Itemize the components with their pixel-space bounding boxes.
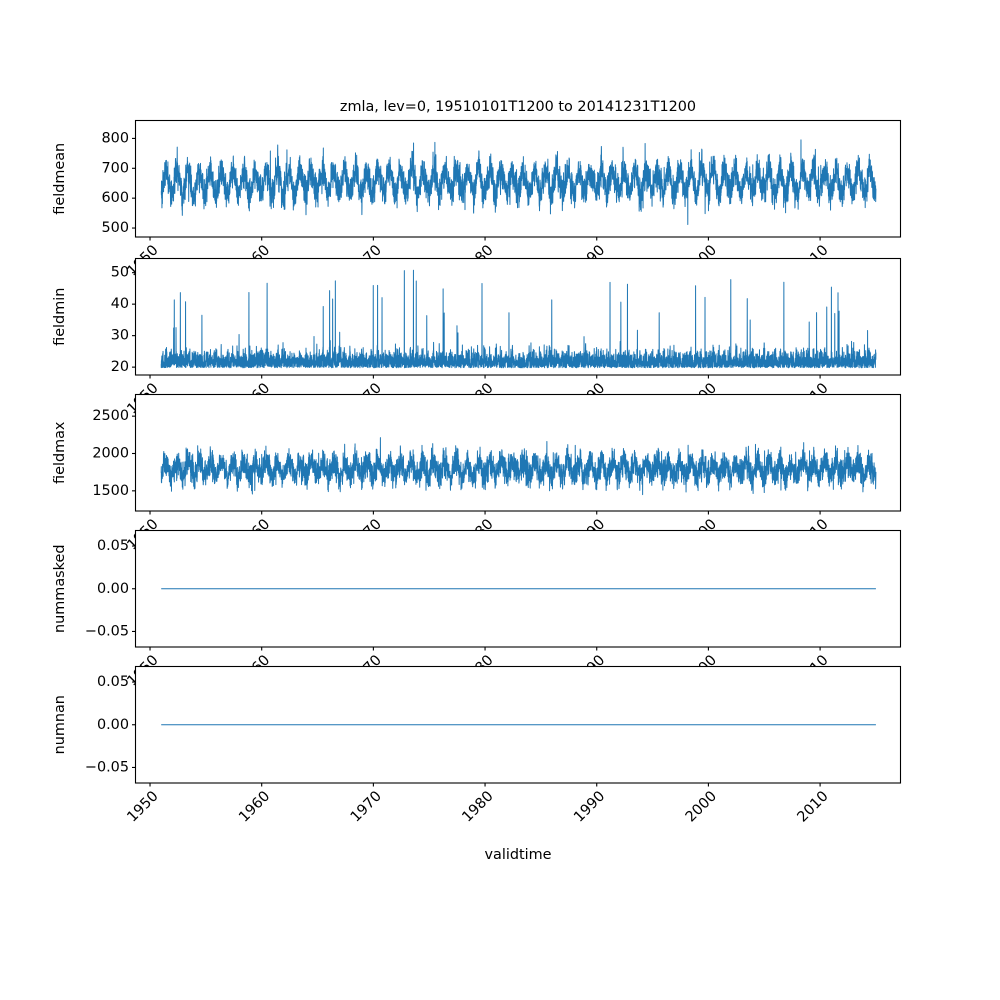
ytick-label: 0.00 [97, 581, 129, 597]
xtick-label: 1980 [459, 788, 496, 825]
axes-panel-fieldmean: 5006007008001950196019701980199020002010… [52, 119, 902, 280]
ytick-label: 0.00 [97, 717, 129, 733]
plot-background [135, 394, 901, 511]
ytick-label: 1500 [92, 483, 129, 499]
ylabel-fieldmean: fieldmean [52, 143, 68, 215]
ytick-label: 2000 [92, 445, 129, 461]
ytick-label: 0.05 [97, 538, 129, 554]
ytick-label: 20 [111, 359, 129, 375]
ylabel-fieldmin: fieldmin [52, 288, 68, 346]
ytick-label: 40 [111, 296, 129, 312]
xtick-label: 1960 [236, 788, 273, 825]
ytick-label: 800 [102, 130, 129, 146]
ytick-label: −0.05 [85, 759, 129, 775]
xtick-label: 2010 [794, 788, 831, 825]
data-line-fieldmin [160, 269, 877, 369]
ytick-label: 2500 [92, 408, 129, 424]
axes-panel-numnan: 0.05 0.00 −0.05 1950 1960 1970 1980 1990 2000 201… [52, 665, 902, 826]
axes-spines [134, 529, 902, 648]
ytick-label: 600 [102, 190, 129, 206]
axes-panel-fieldmin: 203040501950196019701980199020002010fiel… [52, 257, 902, 418]
axes-spines [134, 665, 902, 784]
data-line-fieldmax [160, 437, 877, 496]
xtick-label: 1970 [348, 788, 385, 825]
axes-panel-nummasked: 0.050.00−0.05195019601970198019902000201… [52, 529, 902, 690]
ytick-label: 50 [111, 265, 129, 281]
figure-title: zmla, lev=0, 19510101T1200 to 20141231T1… [340, 99, 696, 115]
xtick-label: 2000 [683, 788, 720, 825]
ytick-label: 700 [102, 160, 129, 176]
axes-spines [134, 257, 902, 376]
ylabel-nummasked: nummasked [52, 545, 68, 633]
ytick-label: 0.05 [97, 674, 129, 690]
axes-spines [134, 119, 902, 238]
axes-spines [134, 393, 902, 512]
ytick-label: −0.05 [85, 623, 129, 639]
ylabel-numnan: numnan [52, 695, 68, 754]
xtick-label: 1950 [124, 788, 161, 825]
xtick-label: 1990 [571, 788, 608, 825]
axes-panel-fieldmax: 1500200025001950196019701980199020002010… [52, 393, 902, 554]
ytick-label: 500 [102, 220, 129, 236]
ytick-label: 30 [111, 328, 129, 344]
data-line-fieldmean [160, 139, 877, 225]
xlabel: validtime [485, 847, 552, 863]
ylabel-fieldmax: fieldmax [52, 421, 68, 484]
